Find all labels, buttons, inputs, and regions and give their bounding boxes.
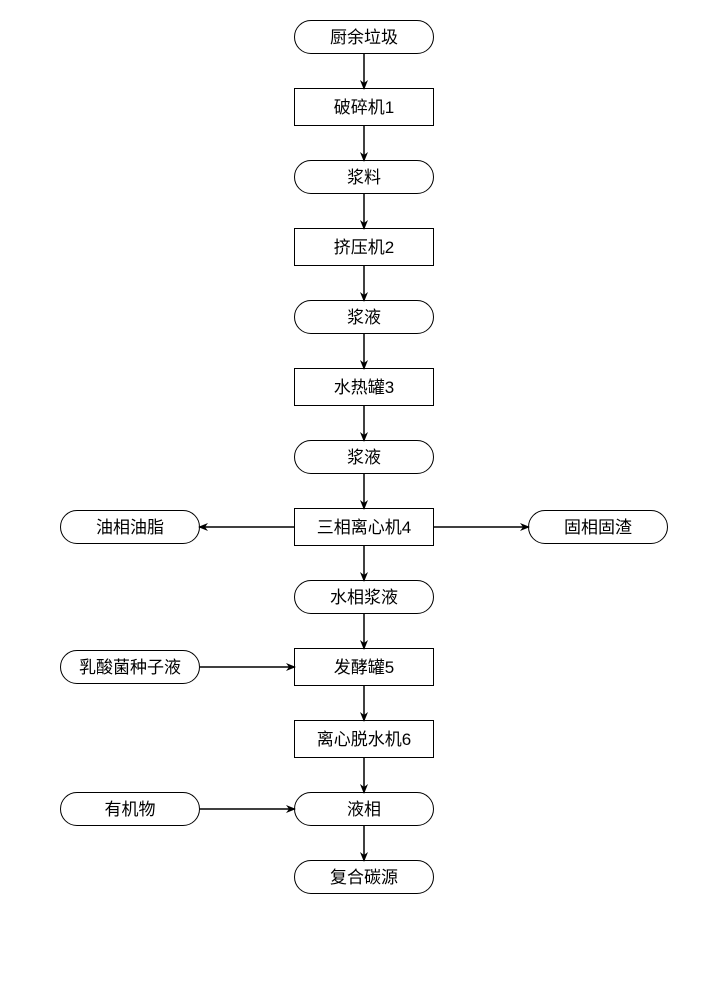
flow-node-n_seed: 乳酸菌种子液 — [60, 650, 200, 684]
flow-node-label: 破碎机1 — [334, 99, 394, 116]
flow-node-label: 浆液 — [347, 309, 381, 326]
flow-node-n_hydro: 水热罐3 — [294, 368, 434, 406]
flow-node-n_dewater: 离心脱水机6 — [294, 720, 434, 758]
flow-node-n_extruder: 挤压机2 — [294, 228, 434, 266]
flow-node-n_slurry2: 浆液 — [294, 300, 434, 334]
flow-node-n_liquid: 液相 — [294, 792, 434, 826]
flow-node-n_oil: 油相油脂 — [60, 510, 200, 544]
flow-node-n_organic: 有机物 — [60, 792, 200, 826]
flow-node-label: 复合碳源 — [330, 869, 398, 886]
flow-node-label: 有机物 — [105, 801, 156, 818]
flow-node-label: 乳酸菌种子液 — [79, 659, 181, 676]
flow-node-n_centrifuge: 三相离心机4 — [294, 508, 434, 546]
flow-node-n_carbon: 复合碳源 — [294, 860, 434, 894]
flow-node-n_solid: 固相固渣 — [528, 510, 668, 544]
flow-node-label: 水热罐3 — [334, 379, 394, 396]
flow-node-label: 固相固渣 — [564, 519, 632, 536]
flow-node-n_input: 厨余垃圾 — [294, 20, 434, 54]
flow-node-label: 发酵罐5 — [334, 659, 394, 676]
flow-node-label: 水相浆液 — [330, 589, 398, 606]
flow-node-label: 挤压机2 — [334, 239, 394, 256]
flow-node-label: 厨余垃圾 — [330, 29, 398, 46]
flow-node-n_aqueous: 水相浆液 — [294, 580, 434, 614]
flow-node-label: 浆料 — [347, 169, 381, 186]
flow-node-n_ferment: 发酵罐5 — [294, 648, 434, 686]
flow-node-n_slurry3: 浆液 — [294, 440, 434, 474]
flow-node-label: 三相离心机4 — [317, 519, 411, 536]
flow-node-label: 离心脱水机6 — [317, 731, 411, 748]
flow-node-label: 浆液 — [347, 449, 381, 466]
flow-node-label: 油相油脂 — [96, 519, 164, 536]
flow-node-n_slurry1: 浆料 — [294, 160, 434, 194]
flow-node-n_crusher: 破碎机1 — [294, 88, 434, 126]
flow-node-label: 液相 — [347, 801, 381, 818]
arrows-layer — [0, 0, 726, 1000]
